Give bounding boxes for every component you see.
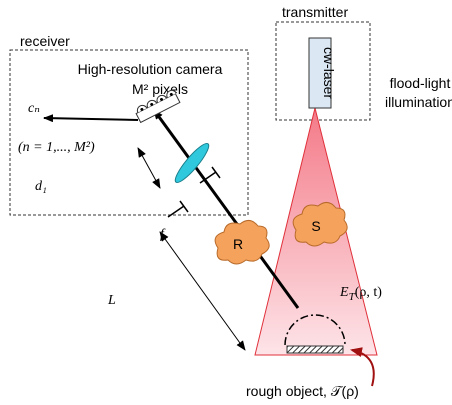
focal-mark	[199, 166, 221, 184]
pixels-label: M² pixels	[132, 81, 188, 97]
focal-mark	[167, 200, 189, 218]
laser-label: cw-laser	[321, 47, 337, 99]
output-label: cₙ	[28, 101, 40, 116]
object-label: rough object, 𝒯(ρ)	[246, 383, 359, 399]
output-arrow	[43, 114, 139, 123]
wavefront	[284, 314, 346, 346]
index-range: (n = 1,..., M²)	[18, 140, 95, 155]
laser-box	[308, 37, 332, 109]
receiver-box	[9, 49, 249, 216]
L-label: L	[107, 293, 116, 308]
object-arrow	[350, 347, 375, 387]
cloud-S	[292, 202, 348, 247]
lens	[174, 142, 210, 184]
S-label: S	[311, 218, 320, 234]
illumination-line: illumination	[385, 94, 452, 110]
R-label: R	[233, 236, 243, 252]
transmitter-label: transmitter	[282, 4, 348, 20]
illumination-line: flood-light	[390, 75, 451, 91]
cloud-R	[214, 220, 270, 265]
receiver-label: receiver	[20, 33, 70, 49]
detector	[135, 89, 181, 124]
L-arrow	[159, 231, 246, 351]
transmitter-box	[275, 21, 371, 121]
object	[286, 345, 344, 354]
optical-axis	[152, 109, 300, 309]
camera-label: High-resolution camera	[78, 61, 223, 77]
field-label: ET(ρ, t)	[339, 285, 382, 303]
d1-label: d₁	[35, 179, 47, 194]
d1-arrow	[137, 147, 161, 189]
